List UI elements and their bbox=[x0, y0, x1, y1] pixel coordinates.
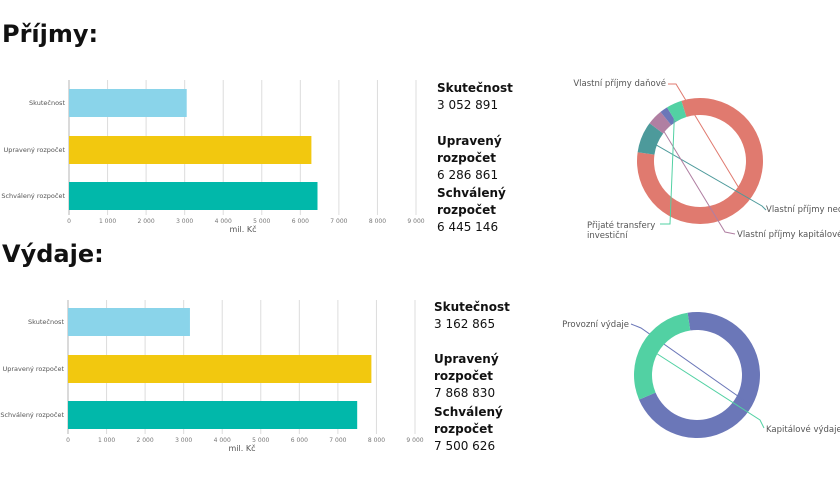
expense-tick-label: 1 000 bbox=[98, 437, 115, 444]
income-bar bbox=[69, 136, 312, 164]
income-category-label: Skutečnost bbox=[29, 99, 65, 107]
expense-stat-approved: Schválený rozpočet 7 500 626 bbox=[434, 404, 524, 455]
expense-tick-label: 3 000 bbox=[175, 437, 192, 444]
income-tick-label: 4 000 bbox=[215, 218, 232, 225]
income-stat-actual: Skutečnost 3 052 891 bbox=[437, 80, 527, 114]
income-donut-slice-label: Vlastní příjmy kapitálové bbox=[737, 229, 840, 240]
expense-tick-label: 5 000 bbox=[252, 437, 269, 444]
income-stat-adjusted: Upravený rozpočet 6 286 861 bbox=[437, 133, 527, 184]
income-category-label: Schválený rozpočet bbox=[1, 192, 65, 200]
income-donut-leader-line bbox=[655, 118, 736, 235]
expense-stat-approved-label: Schválený rozpočet bbox=[434, 405, 503, 436]
expense-axis-label: mil. Kč bbox=[229, 443, 256, 453]
income-donut-slice-label: Vlastní příjmy nedaňové bbox=[766, 204, 840, 215]
income-stat-approved: Schválený rozpočet 6 445 146 bbox=[437, 185, 527, 236]
expense-category-label: Schválený rozpočet bbox=[0, 411, 64, 419]
expense-tick-label: 6 000 bbox=[291, 437, 308, 444]
income-tick-label: 9 000 bbox=[407, 218, 424, 225]
income-tick-label: 1 000 bbox=[99, 218, 116, 225]
expense-stat-actual-value: 3 162 865 bbox=[434, 317, 496, 331]
expense-bar bbox=[68, 308, 190, 336]
expense-bar bbox=[68, 355, 372, 383]
section-title-expenses: Výdaje: bbox=[2, 240, 104, 268]
income-donut-slice-label: Přijaté transfery investiční bbox=[587, 220, 655, 241]
income-stat-adjusted-label: Upravený rozpočet bbox=[437, 134, 502, 165]
expense-tick-label: 4 000 bbox=[214, 437, 231, 444]
income-donut-slice bbox=[666, 100, 687, 122]
income-donut-leader-line bbox=[660, 105, 676, 225]
expense-stat-approved-value: 7 500 626 bbox=[434, 439, 496, 453]
expense-tick-label: 8 000 bbox=[368, 437, 385, 444]
income-axis-label: mil. Kč bbox=[230, 224, 257, 234]
income-tick-label: 3 000 bbox=[176, 218, 193, 225]
expense-donut-slice-label: Kapitálové výdaje bbox=[766, 424, 840, 435]
expense-stat-actual-label: Skutečnost bbox=[434, 300, 510, 314]
expense-donut-leader-line bbox=[630, 323, 751, 406]
expense-category-label: Upravený rozpočet bbox=[2, 365, 64, 373]
expense-stat-actual: Skutečnost 3 162 865 bbox=[434, 299, 524, 333]
income-donut-slice bbox=[649, 111, 672, 134]
expense-donut-leader-line bbox=[643, 344, 765, 429]
expense-donut-slice-label: Provozní výdaje bbox=[562, 320, 629, 330]
income-tick-label: 2 000 bbox=[138, 218, 155, 225]
expense-tick-label: 7 000 bbox=[329, 437, 346, 444]
expense-tick-label: 9 000 bbox=[406, 437, 423, 444]
expense-category-label: Skutečnost bbox=[28, 318, 64, 326]
income-tick-label: 7 000 bbox=[330, 218, 347, 225]
income-bar bbox=[69, 89, 187, 117]
income-tick-label: 6 000 bbox=[292, 218, 309, 225]
income-stat-approved-value: 6 445 146 bbox=[437, 220, 499, 234]
expense-stat-adjusted: Upravený rozpočet 7 868 830 bbox=[434, 351, 524, 402]
expense-tick-label: 2 000 bbox=[137, 437, 154, 444]
income-tick-label: 8 000 bbox=[369, 218, 386, 225]
income-donut-leader-line bbox=[668, 83, 747, 201]
income-bar bbox=[69, 182, 318, 210]
income-stat-adjusted-value: 6 286 861 bbox=[437, 168, 499, 182]
income-tick-label: 5 000 bbox=[253, 218, 270, 225]
expense-stat-adjusted-label: Upravený rozpočet bbox=[434, 352, 499, 383]
expense-tick-label: 0 bbox=[66, 437, 70, 444]
section-title-income: Příjmy: bbox=[2, 20, 99, 48]
income-donut-leader-line bbox=[643, 137, 767, 211]
income-donut-slice bbox=[637, 123, 664, 155]
income-stat-actual-value: 3 052 891 bbox=[437, 98, 499, 112]
income-category-label: Upravený rozpočet bbox=[3, 146, 65, 154]
income-stat-actual-label: Skutečnost bbox=[437, 81, 513, 95]
income-donut-slice bbox=[660, 107, 676, 126]
expense-bar bbox=[68, 401, 358, 429]
income-stat-approved-label: Schválený rozpočet bbox=[437, 186, 506, 217]
income-donut-slice-label: Vlastní příjmy daňové bbox=[573, 78, 666, 89]
expense-stat-adjusted-value: 7 868 830 bbox=[434, 386, 496, 400]
expense-donut-slice bbox=[639, 311, 761, 439]
income-tick-label: 0 bbox=[67, 218, 71, 225]
expense-donut-slice bbox=[634, 312, 691, 400]
